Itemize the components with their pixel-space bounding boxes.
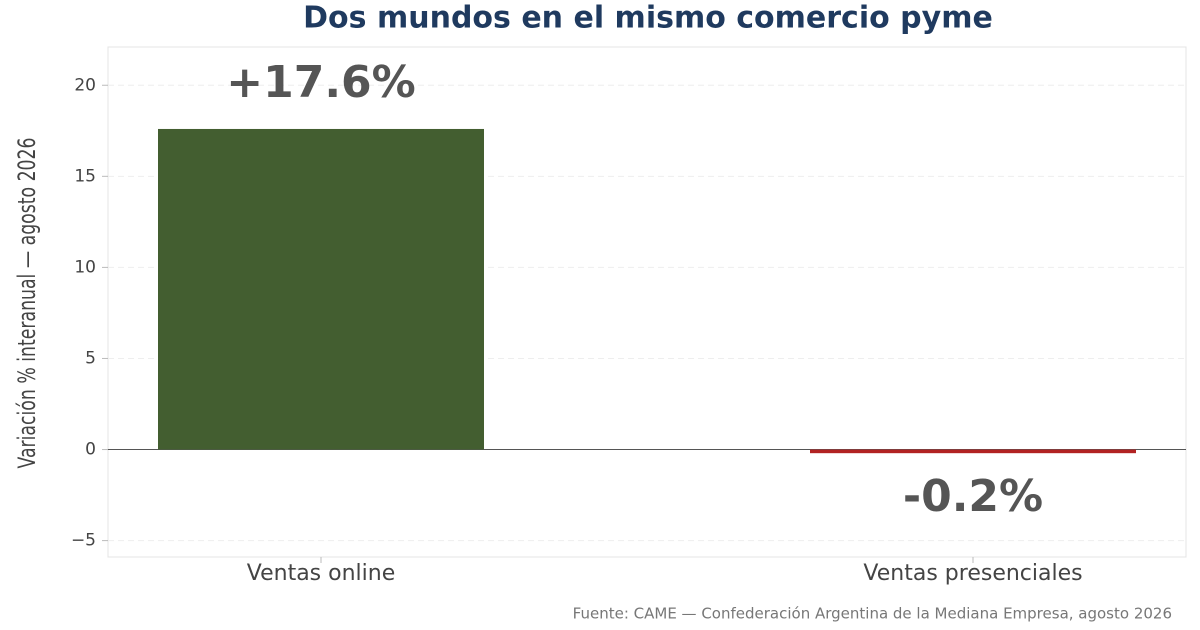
y-tick-label: 0 (85, 440, 96, 460)
y-tick-label: 10 (74, 257, 96, 277)
y-axis-label: Variación % interanual — agosto 2026 (13, 137, 41, 468)
chart-title: Dos mundos en el mismo comercio pyme (303, 1, 993, 36)
x-tick-label: Ventas presenciales (863, 561, 1082, 586)
y-tick-label: 5 (85, 348, 96, 368)
y-tick-label: −5 (71, 531, 96, 551)
bar (158, 128, 484, 450)
value-label: -0.2% (903, 471, 1043, 522)
y-tick-label: 15 (74, 166, 96, 186)
x-tick-label: Ventas online (247, 561, 396, 586)
plot-frame (107, 46, 1187, 558)
source-note: Fuente: CAME — Confederación Argentina d… (573, 605, 1172, 623)
bar (810, 449, 1136, 454)
value-label: +17.6% (226, 57, 416, 108)
y-tick-label: 20 (74, 75, 96, 95)
